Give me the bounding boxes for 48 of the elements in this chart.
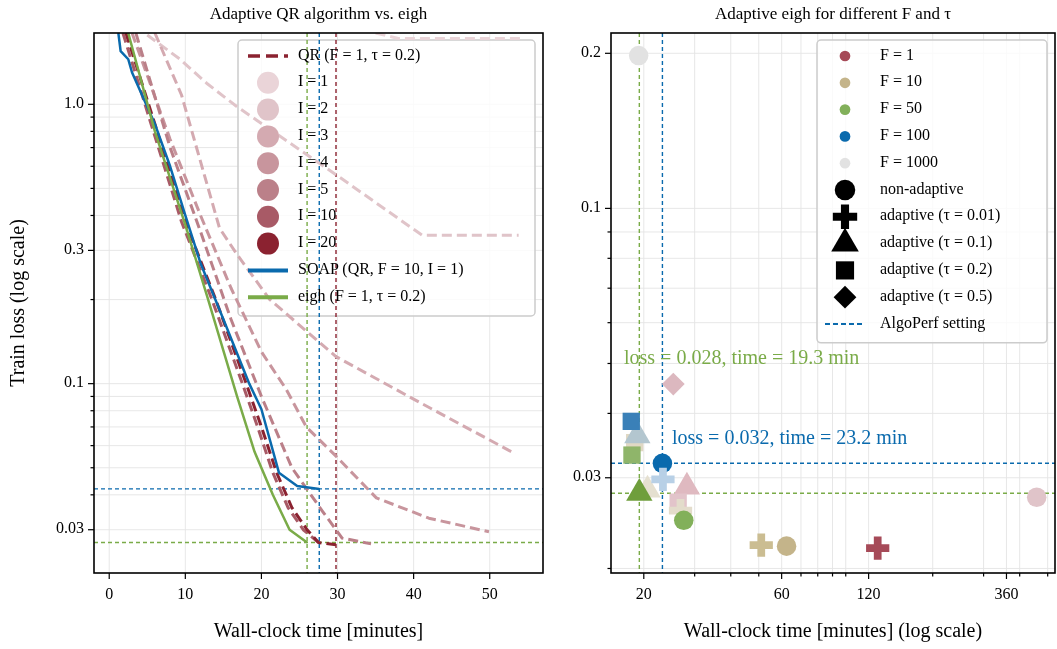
legend-label: I = 20 (298, 233, 337, 251)
legend-label: F = 50 (880, 99, 922, 117)
legend-title: QR (F = 1, τ = 0.2) (298, 45, 421, 64)
annotation: adaptive (τ = 0.2) (880, 260, 993, 279)
x-tick-label: 30 (329, 585, 346, 602)
annotation: non-adaptive (880, 179, 964, 198)
y-tick-label: 1.0 (64, 93, 84, 111)
y-axis-title: Train loss (log scale) (6, 219, 29, 387)
x-tick-label: 0 (105, 585, 114, 602)
legend-label: I = 10 (298, 206, 337, 224)
y-tick-label: 0.2 (581, 42, 601, 60)
legend-label: I = 4 (298, 152, 329, 170)
x-tick-label: 10 (177, 585, 194, 602)
legend-label: I = 5 (298, 179, 329, 197)
legend-label: F = 1000 (880, 152, 938, 170)
annotation: adaptive (τ = 0.1) (880, 233, 993, 252)
x-tick-label: 360 (994, 585, 1019, 602)
annotation: loss = 0.028, time = 19.3 min (624, 346, 860, 368)
legend-label: eigh (F = 1, τ = 0.2) (298, 286, 426, 305)
y-tick-label: 0.3 (64, 240, 84, 258)
x-tick-label: 40 (405, 585, 422, 602)
annotation: loss = 0.032, time = 23.2 min (672, 426, 908, 448)
legend-label: I = 1 (298, 72, 329, 90)
line-series (134, 33, 373, 546)
line-series (145, 33, 521, 237)
line-series (130, 33, 491, 534)
legend-label: F = 10 (880, 72, 922, 90)
x-axis-title: Wall-clock time [minutes] (log scale) (683, 619, 983, 642)
legend-label: F = 100 (880, 126, 930, 144)
y-tick-label: 0.03 (573, 467, 601, 485)
x-tick-label: 120 (856, 585, 881, 602)
x-tick-label: 20 (635, 585, 652, 602)
chart-title: Adaptive eigh for different F and τ (715, 4, 952, 23)
legend-label: F = 1 (880, 45, 914, 63)
legend-label: SOAP (QR, F = 10, I = 1) (298, 260, 464, 279)
annotation: adaptive (τ = 0.5) (880, 286, 993, 305)
y-tick-label: 0.1 (581, 198, 601, 216)
legend-label: I = 3 (298, 126, 329, 144)
annotation: AlgoPerf setting (880, 313, 986, 332)
chart-title: Adaptive QR algorithm vs. eigh (209, 4, 428, 23)
legend-label: I = 2 (298, 99, 329, 117)
y-tick-label: 0.03 (56, 519, 84, 537)
x-tick-label: 20 (253, 585, 270, 602)
x-axis-title: Wall-clock time [minutes] (213, 619, 424, 641)
x-tick-label: 50 (481, 585, 498, 602)
x-tick-label: 60 (773, 585, 790, 602)
y-tick-label: 0.1 (64, 373, 84, 391)
annotation: adaptive (τ = 0.01) (880, 206, 1001, 225)
